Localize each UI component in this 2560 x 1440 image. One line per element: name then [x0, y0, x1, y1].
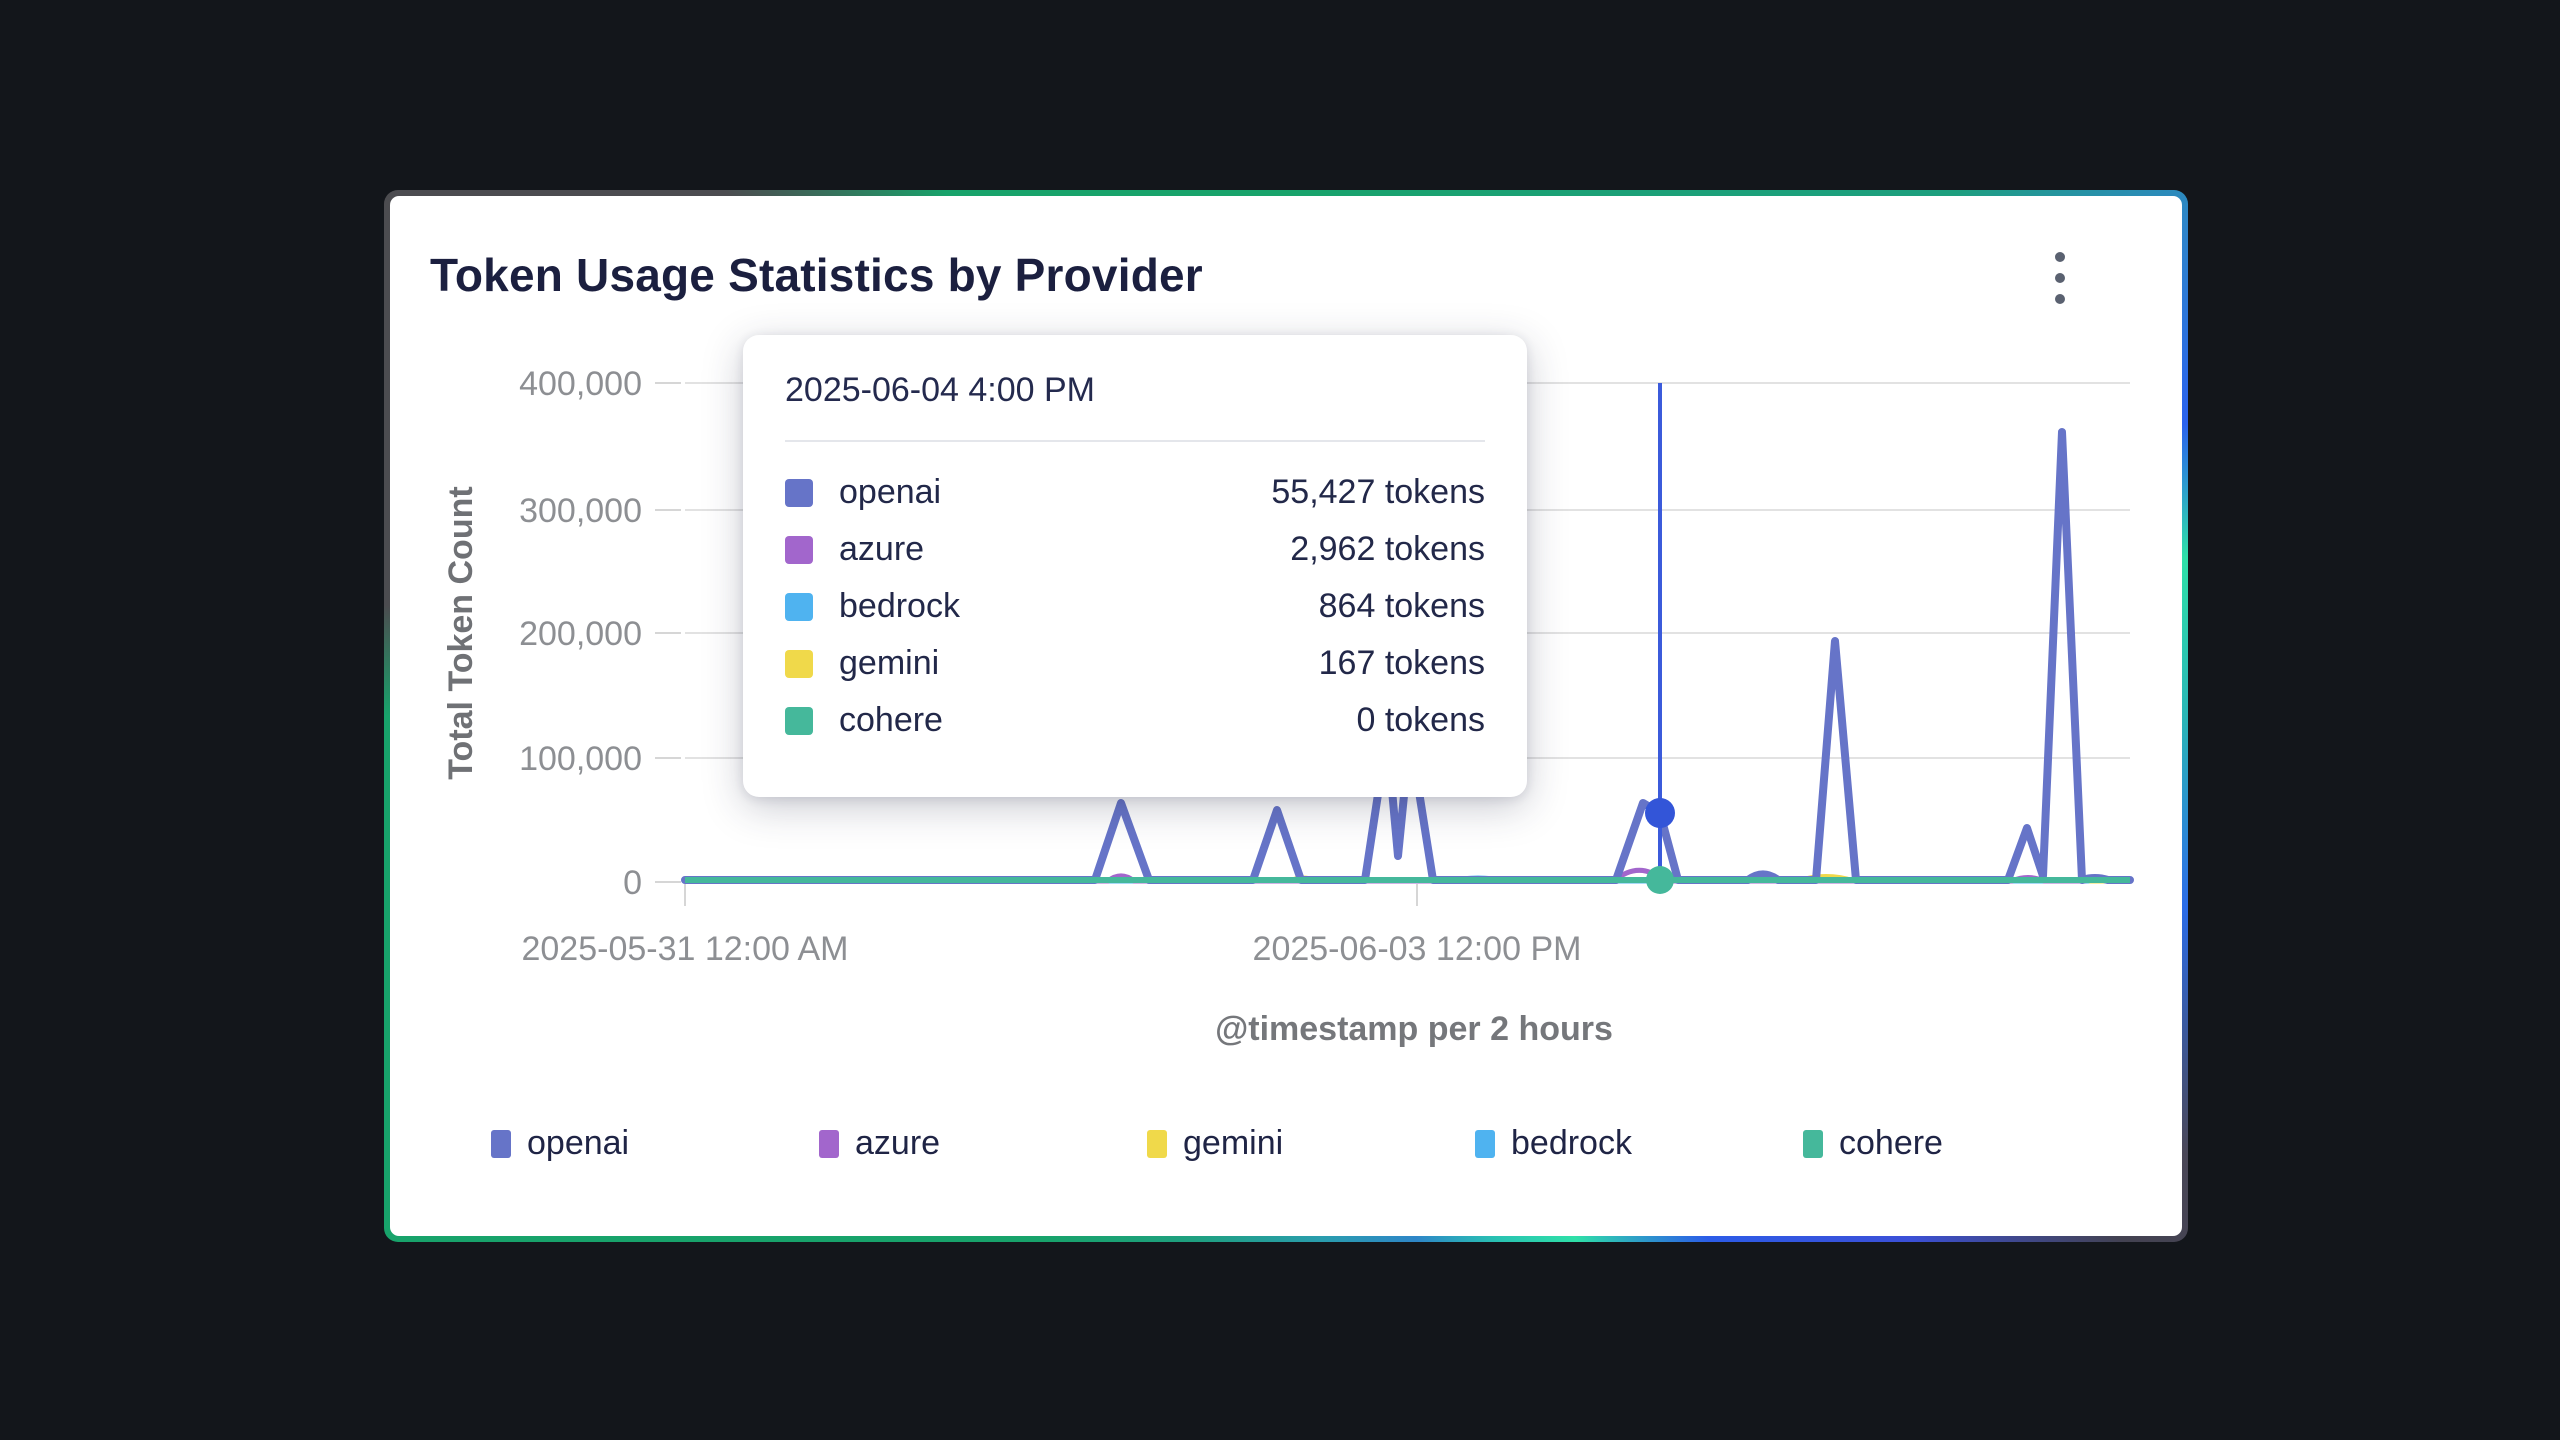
kebab-menu-icon: [2055, 273, 2065, 283]
hover-marker-cohere: [1646, 866, 1674, 894]
legend-label: gemini: [1183, 1124, 1284, 1162]
tooltip-label: gemini: [839, 644, 940, 682]
openai-swatch-icon: [785, 478, 813, 507]
tooltip-row-cohere: cohere 0 tokens: [785, 692, 1485, 749]
azure-swatch-icon: [819, 1129, 839, 1158]
chart-tooltip: 2025-06-04 4:00 PM openai 55,427 tokens …: [743, 335, 1527, 797]
hover-marker-openai: [1645, 798, 1675, 828]
tooltip-row-azure: azure 2,962 tokens: [785, 521, 1485, 578]
token-usage-chart[interactable]: 400,000 300,000 200,000 100,000 0 Total …: [390, 196, 2182, 1236]
legend-label: bedrock: [1511, 1124, 1632, 1162]
legend-item-gemini[interactable]: gemini: [1147, 1124, 1475, 1163]
tooltip-label: bedrock: [839, 587, 960, 625]
chart-panel: 400,000 300,000 200,000 100,000 0 Total …: [390, 196, 2182, 1236]
legend-item-cohere[interactable]: cohere: [1803, 1124, 2131, 1163]
chart-panel-frame: 400,000 300,000 200,000 100,000 0 Total …: [384, 190, 2188, 1242]
tooltip-label: openai: [839, 473, 942, 511]
legend-item-bedrock[interactable]: bedrock: [1475, 1124, 1803, 1163]
y-axis-title: Total Token Count: [442, 486, 480, 779]
bedrock-swatch-icon: [1475, 1129, 1495, 1158]
tooltip-label: cohere: [839, 701, 943, 739]
tooltip-divider: [785, 440, 1485, 442]
x-axis-title: @timestamp per 2 hours: [1215, 1010, 1613, 1048]
cohere-swatch-icon: [1803, 1129, 1823, 1158]
gemini-swatch-icon: [1147, 1129, 1167, 1158]
legend-label: azure: [855, 1124, 941, 1162]
y-axis-ticks: [655, 382, 681, 883]
x-tick-label-2: 2025-06-03 12:00 PM: [1253, 930, 1582, 968]
cohere-swatch-icon: [785, 706, 813, 735]
legend-label: openai: [527, 1124, 630, 1162]
tooltip-label: azure: [839, 530, 925, 568]
bedrock-swatch-icon: [785, 592, 813, 621]
tooltip-timestamp: 2025-06-04 4:00 PM: [785, 371, 1095, 409]
tooltip-value: 0 tokens: [1356, 701, 1485, 739]
y-tick-300000: 300,000: [519, 492, 642, 530]
tooltip-value: 167 tokens: [1318, 644, 1485, 682]
tooltip-row-openai: openai 55,427 tokens: [785, 464, 1485, 521]
x-tick-label-1: 2025-05-31 12:00 AM: [521, 930, 848, 968]
x-axis-ticks: [684, 884, 1418, 906]
azure-swatch-icon: [785, 535, 813, 564]
legend-label: cohere: [1839, 1124, 1943, 1162]
tooltip-value: 2,962 tokens: [1290, 530, 1485, 568]
chart-legend: openai azure gemini bedrock cohere: [491, 1124, 2131, 1163]
tooltip-row-bedrock: bedrock 864 tokens: [785, 578, 1485, 635]
tooltip-value: 864 tokens: [1318, 587, 1485, 625]
y-tick-100000: 100,000: [519, 740, 642, 778]
y-tick-0: 0: [623, 864, 642, 902]
legend-item-openai[interactable]: openai: [491, 1124, 819, 1163]
openai-swatch-icon: [491, 1129, 511, 1158]
gemini-swatch-icon: [785, 649, 813, 678]
tooltip-row-gemini: gemini 167 tokens: [785, 635, 1485, 692]
panel-options-button[interactable]: [2032, 246, 2088, 310]
y-tick-200000: 200,000: [519, 615, 642, 653]
y-tick-400000: 400,000: [519, 365, 642, 403]
tooltip-value: 55,427 tokens: [1271, 473, 1485, 511]
kebab-menu-icon: [2055, 252, 2065, 262]
kebab-menu-icon: [2055, 294, 2065, 304]
panel-header: Token Usage Statistics by Provider: [430, 248, 2142, 304]
legend-item-azure[interactable]: azure: [819, 1124, 1147, 1163]
panel-title: Token Usage Statistics by Provider: [430, 249, 1203, 301]
